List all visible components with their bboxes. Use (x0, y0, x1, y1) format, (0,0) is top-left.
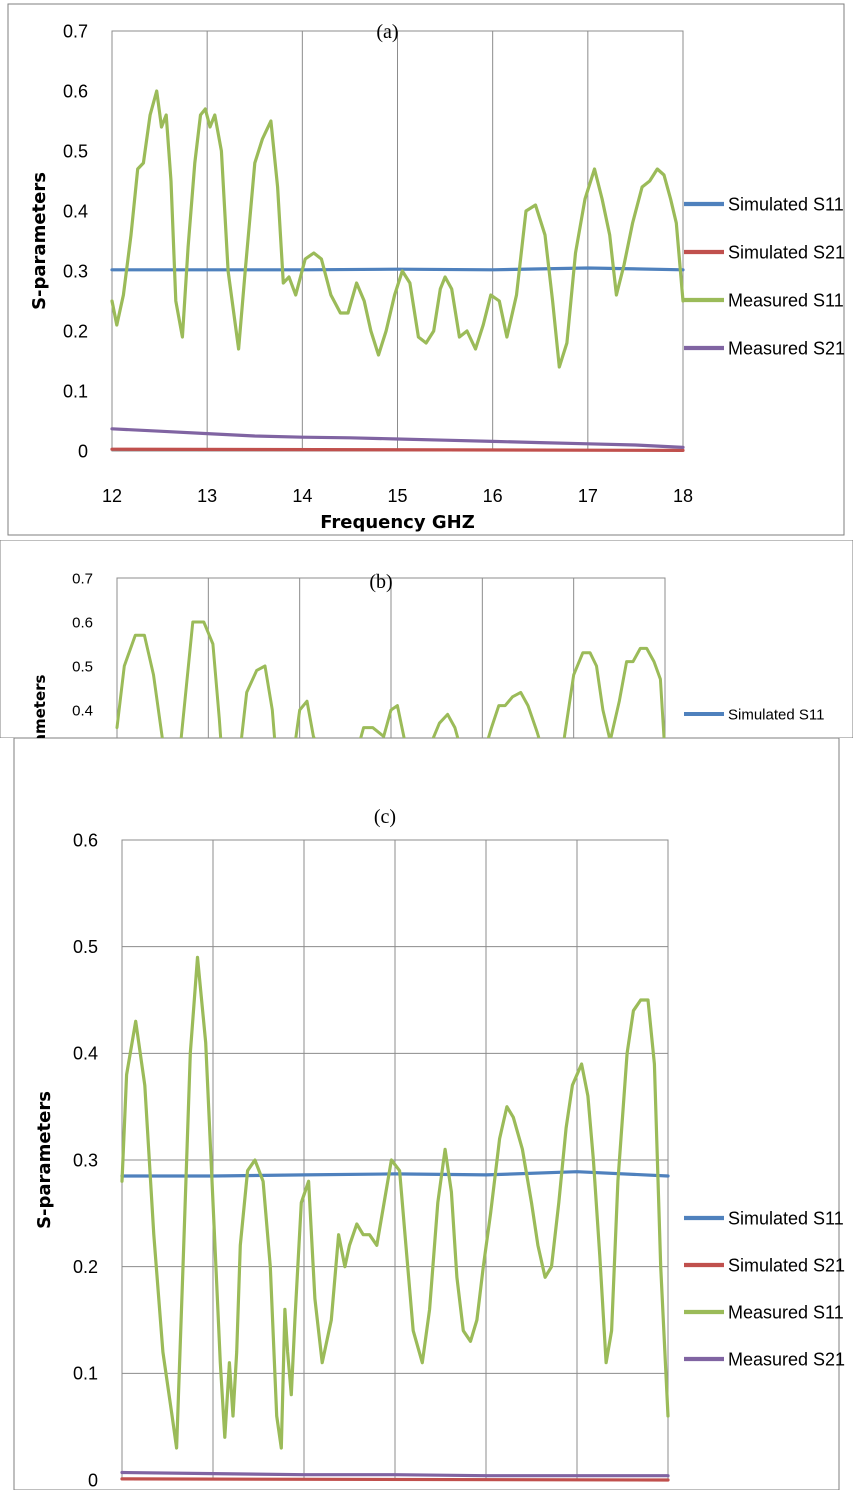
x-tick-label: 13 (197, 486, 217, 506)
y-tick-label: 0.6 (72, 614, 93, 631)
chart-panel-a: 0 0.1 0.2 0.3 0.4 0.5 0.6 0.7 12 13 14 15 16 17 18 (a) F… (0, 0, 853, 540)
legend-label-simulated-s11: Simulated S11 (728, 1208, 844, 1228)
series-line-simulated-s21 (110, 447, 685, 452)
y-tick-label: 0.7 (72, 570, 93, 587)
y-tick-label: 0.1 (73, 1364, 98, 1384)
legend-label-measured-s21: Measured S21 (728, 338, 845, 358)
series-line-simulated-s11 (110, 266, 685, 272)
y-tick-label: 0.5 (73, 937, 98, 957)
series-line-simulated-s11 (120, 1170, 670, 1178)
y-tick-label: 0.4 (73, 1044, 98, 1064)
series-line-simulated-s21 (120, 1477, 670, 1482)
series-line-measured-s11 (115, 620, 666, 738)
x-tick-label: 14 (292, 486, 312, 506)
y-axis-label: S-parameters (34, 1091, 55, 1229)
y-axis-label: S-parameters (31, 674, 49, 738)
x-tick-label: 17 (578, 486, 598, 506)
y-tick-label: 0.2 (73, 1257, 98, 1277)
y-tick-label: 0.7 (63, 21, 88, 41)
y-tick-label: 0.5 (72, 658, 93, 675)
y-tick-label: 0.5 (63, 141, 88, 161)
y-tick-label: 0.3 (73, 1150, 98, 1170)
x-tick-label: 15 (387, 486, 407, 506)
panel-border (0, 540, 853, 738)
chart-title: (c) (374, 806, 396, 828)
legend-label-simulated-s21: Simulated S21 (728, 1255, 845, 1275)
y-tick-label: 0 (78, 441, 88, 461)
y-tick-label: 0.6 (63, 81, 88, 101)
panel-border (13, 738, 840, 1490)
y-tick-label: 0.1 (63, 381, 88, 401)
chart-title: (b) (369, 571, 392, 593)
x-tick-label: 16 (483, 486, 503, 506)
y-tick-label: 0.4 (72, 702, 93, 719)
y-tick-label: 0.6 (73, 830, 98, 850)
series-line-measured-s21 (120, 1470, 670, 1478)
legend-label-measured-s11: Measured S11 (728, 290, 844, 310)
y-axis-label: S-parameters (29, 172, 50, 310)
legend-label-simulated-s11: Simulated S11 (728, 194, 844, 214)
chart-b-canvas: 00.10.20.30.40.50.60.7(b)S-parametersSim… (0, 540, 853, 738)
legend-label-measured-s21: Measured S21 (728, 1349, 845, 1369)
x-tick-label: 18 (673, 486, 693, 506)
legend-label-simulated-s21: Simulated S21 (728, 242, 845, 262)
legend-label-measured-s11: Measured S11 (728, 1302, 844, 1322)
chart-c-canvas: 0 0.1 0.2 0.3 0.4 0.5 0.6 (c) S-parameters Simula… (13, 738, 845, 1490)
series-line-measured-s11 (120, 955, 670, 1450)
series-line-measured-s11 (110, 89, 685, 369)
legend-label-simulated-s11: Simulated S11 (728, 706, 824, 723)
x-axis-label: Frequency GHZ (320, 512, 475, 533)
chart-panel-b: 00.10.20.30.40.50.60.7(b)S-parametersSim… (0, 540, 853, 738)
y-tick-label: 0.3 (63, 261, 88, 281)
series-line-measured-s21 (110, 427, 685, 449)
chart-title: (a) (376, 21, 398, 43)
x-tick-label: 12 (102, 486, 122, 506)
chart-panel-c: 0 0.1 0.2 0.3 0.4 0.5 0.6 (c) S-parameters Simula… (0, 738, 853, 1490)
y-tick-label: 0.4 (63, 201, 88, 221)
y-tick-label: 0.2 (63, 321, 88, 341)
chart-a-canvas: 0 0.1 0.2 0.3 0.4 0.5 0.6 0.7 12 13 14 15 16 17 18 (a) F… (7, 3, 845, 536)
panel-border (7, 3, 845, 536)
y-tick-label: 0 (88, 1470, 98, 1490)
